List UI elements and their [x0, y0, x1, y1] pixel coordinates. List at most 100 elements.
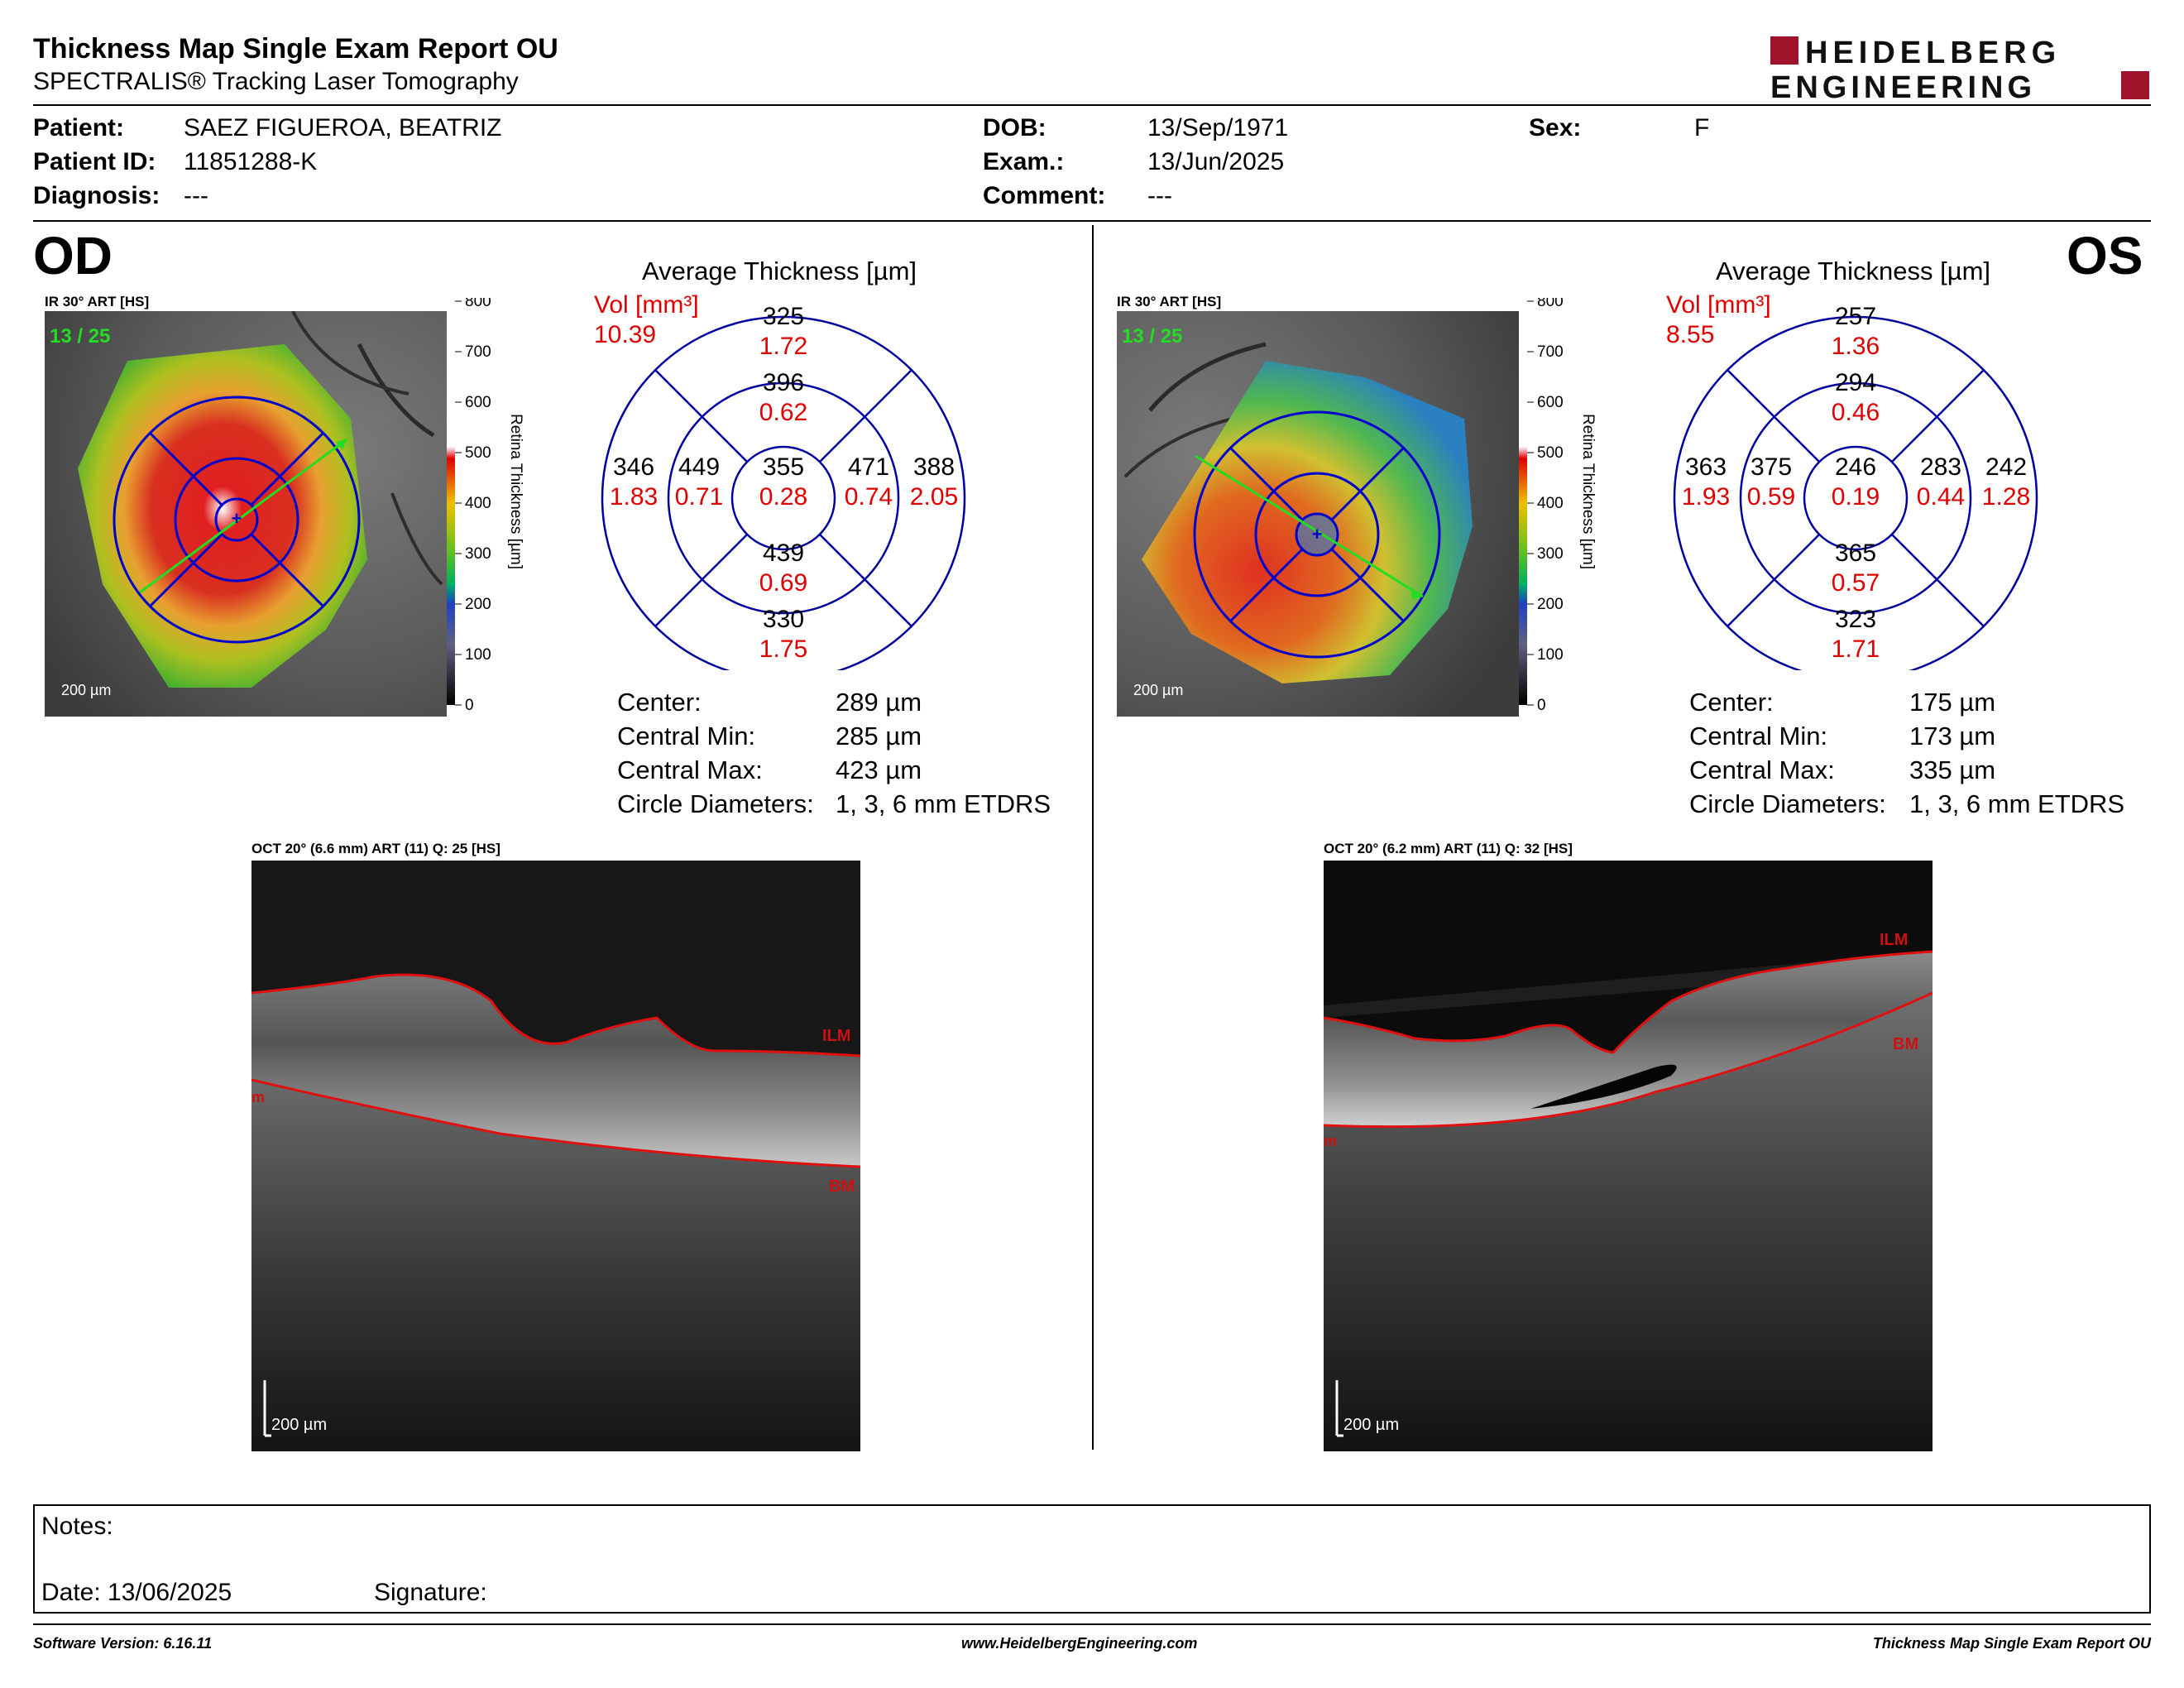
od-outer-left-thickness: 346 [613, 453, 654, 481]
date-label: Date: 13/06/2025 [41, 1579, 232, 1606]
od-outer-top-thickness: 325 [763, 303, 804, 330]
os-vol-label: Vol [mm³] [1666, 291, 1771, 319]
os-colorbar-label: Retina Thickness [µm] [1579, 414, 1597, 569]
footer-software: Software Version: 6.16.11 [33, 1635, 213, 1652]
os-inner-left-thickness: 375 [1751, 453, 1792, 481]
os-inner-top-volume: 0.46 [1832, 399, 1880, 426]
od-inner-right-thickness: 471 [848, 453, 889, 481]
od-inner-top-volume: 0.62 [759, 399, 807, 426]
od-map-scale: 200 µm [61, 682, 111, 698]
os-avg-title: Average Thickness [µm] [1716, 257, 1991, 285]
os-oct-scale: 200 µm [1343, 1416, 1399, 1434]
comment-label: Comment: [983, 182, 1106, 209]
svg-text:400: 400 [1537, 495, 1564, 512]
os-stat-diam-label: Circle Diameters: [1689, 789, 1886, 818]
os-inner-bottom-volume: 0.57 [1832, 569, 1880, 597]
od-thickness-map: + 13 / 25 200 µm [45, 311, 447, 717]
od-outer-right-thickness: 388 [913, 453, 955, 481]
os-etdrs-grid: Vol [mm³] 8.55 257 1.36 294 0.46 246 0.1… [1666, 291, 2038, 670]
os-bm-label: BM [1893, 1035, 1918, 1053]
os-outer-bottom-thickness: 323 [1835, 606, 1876, 633]
os-outer-left-volume: 1.93 [1682, 483, 1730, 511]
od-inner-left-volume: 0.71 [675, 483, 723, 511]
os-inner-top-thickness: 294 [1835, 369, 1876, 396]
os-vol-value: 8.55 [1666, 321, 1714, 348]
os-colorbar: 800 700 600 500 400 300 200 100 0 Retina… [1519, 298, 1597, 714]
od-avg-title: Average Thickness [µm] [642, 257, 917, 285]
os-stat-max-label: Central Max: [1689, 755, 1835, 784]
os-stat-center-label: Center: [1689, 688, 1774, 717]
os-outer-top-volume: 1.36 [1832, 333, 1880, 360]
od-vol-value: 10.39 [594, 321, 656, 348]
os-inner-right-volume: 0.44 [1917, 483, 1965, 511]
od-oct-label: OCT 20° (6.6 mm) ART (11) Q: 25 [HS] [251, 841, 500, 856]
od-inner-bottom-volume: 0.69 [759, 569, 807, 597]
od-stat-max-label: Central Max: [617, 755, 763, 784]
os-center-thickness: 246 [1835, 453, 1876, 481]
svg-text:0: 0 [465, 697, 474, 714]
os-frame-counter: 13 / 25 [1122, 325, 1182, 348]
eye-separator [1092, 225, 1094, 1450]
os-outer-right-volume: 1.28 [1982, 483, 2030, 511]
os-oct-label: OCT 20° (6.2 mm) ART (11) Q: 32 [HS] [1324, 841, 1573, 856]
os-outer-left-thickness: 363 [1685, 453, 1727, 481]
od-stat-center-label: Center: [617, 688, 702, 717]
os-inner-bottom-thickness: 365 [1835, 539, 1876, 567]
od-stat-diam-value: 1, 3, 6 mm ETDRS [836, 789, 1051, 818]
patient-id-label: Patient ID: [33, 148, 156, 175]
footer-website[interactable]: www.HeidelbergEngineering.com [961, 1635, 1198, 1652]
svg-text:500: 500 [465, 444, 491, 462]
diagnosis-value: --- [184, 182, 208, 209]
signature-label: Signature: [374, 1579, 487, 1606]
os-map-scale: 200 µm [1133, 682, 1183, 698]
exam-value: 13/Jun/2025 [1147, 148, 1285, 175]
od-colorbar: 800 700 600 500 400 300 200 100 0 Retina… [447, 298, 524, 714]
os-eye-label: OS [2067, 226, 2143, 285]
od-bm-label: BM [829, 1177, 855, 1196]
od-inner-right-volume: 0.74 [845, 483, 893, 511]
report-subtitle: SPECTRALIS® Tracking Laser Tomography [33, 68, 519, 95]
sex-label: Sex: [1529, 114, 1582, 141]
os-stat-min-value: 173 µm [1909, 722, 1996, 750]
svg-text:500: 500 [1537, 444, 1564, 462]
od-etdrs-grid: Vol [mm³] 10.39 325 1.72 396 0.62 355 0.… [594, 291, 966, 670]
od-stat-min-label: Central Min: [617, 722, 756, 750]
os-stat-center-value: 175 µm [1909, 688, 1996, 717]
od-oct-scan: ILM BM m 200 µm [251, 861, 860, 1451]
patient-name: SAEZ FIGUEROA, BEATRIZ [184, 114, 502, 141]
svg-text:+: + [232, 508, 242, 529]
report-title: Thickness Map Single Exam Report OU [33, 33, 558, 65]
dob-value: 13/Sep/1971 [1147, 114, 1289, 141]
od-oct-scale: 200 µm [271, 1416, 327, 1434]
svg-text:600: 600 [1537, 394, 1564, 411]
os-outer-bottom-volume: 1.71 [1832, 635, 1880, 663]
os-center-volume: 0.19 [1832, 483, 1880, 511]
od-outer-bottom-thickness: 330 [763, 606, 804, 633]
os-stat-diam-value: 1, 3, 6 mm ETDRS [1909, 789, 2125, 818]
svg-text:0: 0 [1537, 697, 1546, 714]
svg-text:+: + [1312, 524, 1323, 544]
od-m-label: m [251, 1089, 265, 1105]
od-outer-bottom-volume: 1.75 [759, 635, 807, 663]
od-inner-left-thickness: 449 [678, 453, 720, 481]
od-outer-right-volume: 2.05 [910, 483, 958, 511]
od-colorbar-label: Retina Thickness [µm] [507, 414, 524, 569]
od-ir-label: IR 30° ART [HS] [45, 294, 150, 309]
od-inner-bottom-thickness: 439 [763, 539, 804, 567]
od-inner-top-thickness: 396 [763, 369, 804, 396]
od-eye-label: OD [33, 226, 113, 285]
os-inner-right-thickness: 283 [1920, 453, 1961, 481]
logo-line2: ENGINEERING [1770, 70, 2036, 103]
od-outer-top-volume: 1.72 [759, 333, 807, 360]
od-stat-min-value: 285 µm [836, 722, 922, 750]
comment-value: --- [1147, 182, 1172, 209]
exam-label: Exam.: [983, 148, 1065, 175]
svg-text:100: 100 [465, 646, 491, 664]
os-stat-min-label: Central Min: [1689, 722, 1828, 750]
os-outer-top-thickness: 257 [1835, 303, 1876, 330]
notes-label: Notes: [41, 1513, 113, 1540]
heidelberg-logo: HEIDELBERG ENGINEERING [1770, 36, 2149, 103]
sex-value: F [1694, 114, 1710, 141]
os-stat-max-value: 335 µm [1909, 755, 1996, 784]
os-m-label: m [1324, 1133, 1337, 1149]
